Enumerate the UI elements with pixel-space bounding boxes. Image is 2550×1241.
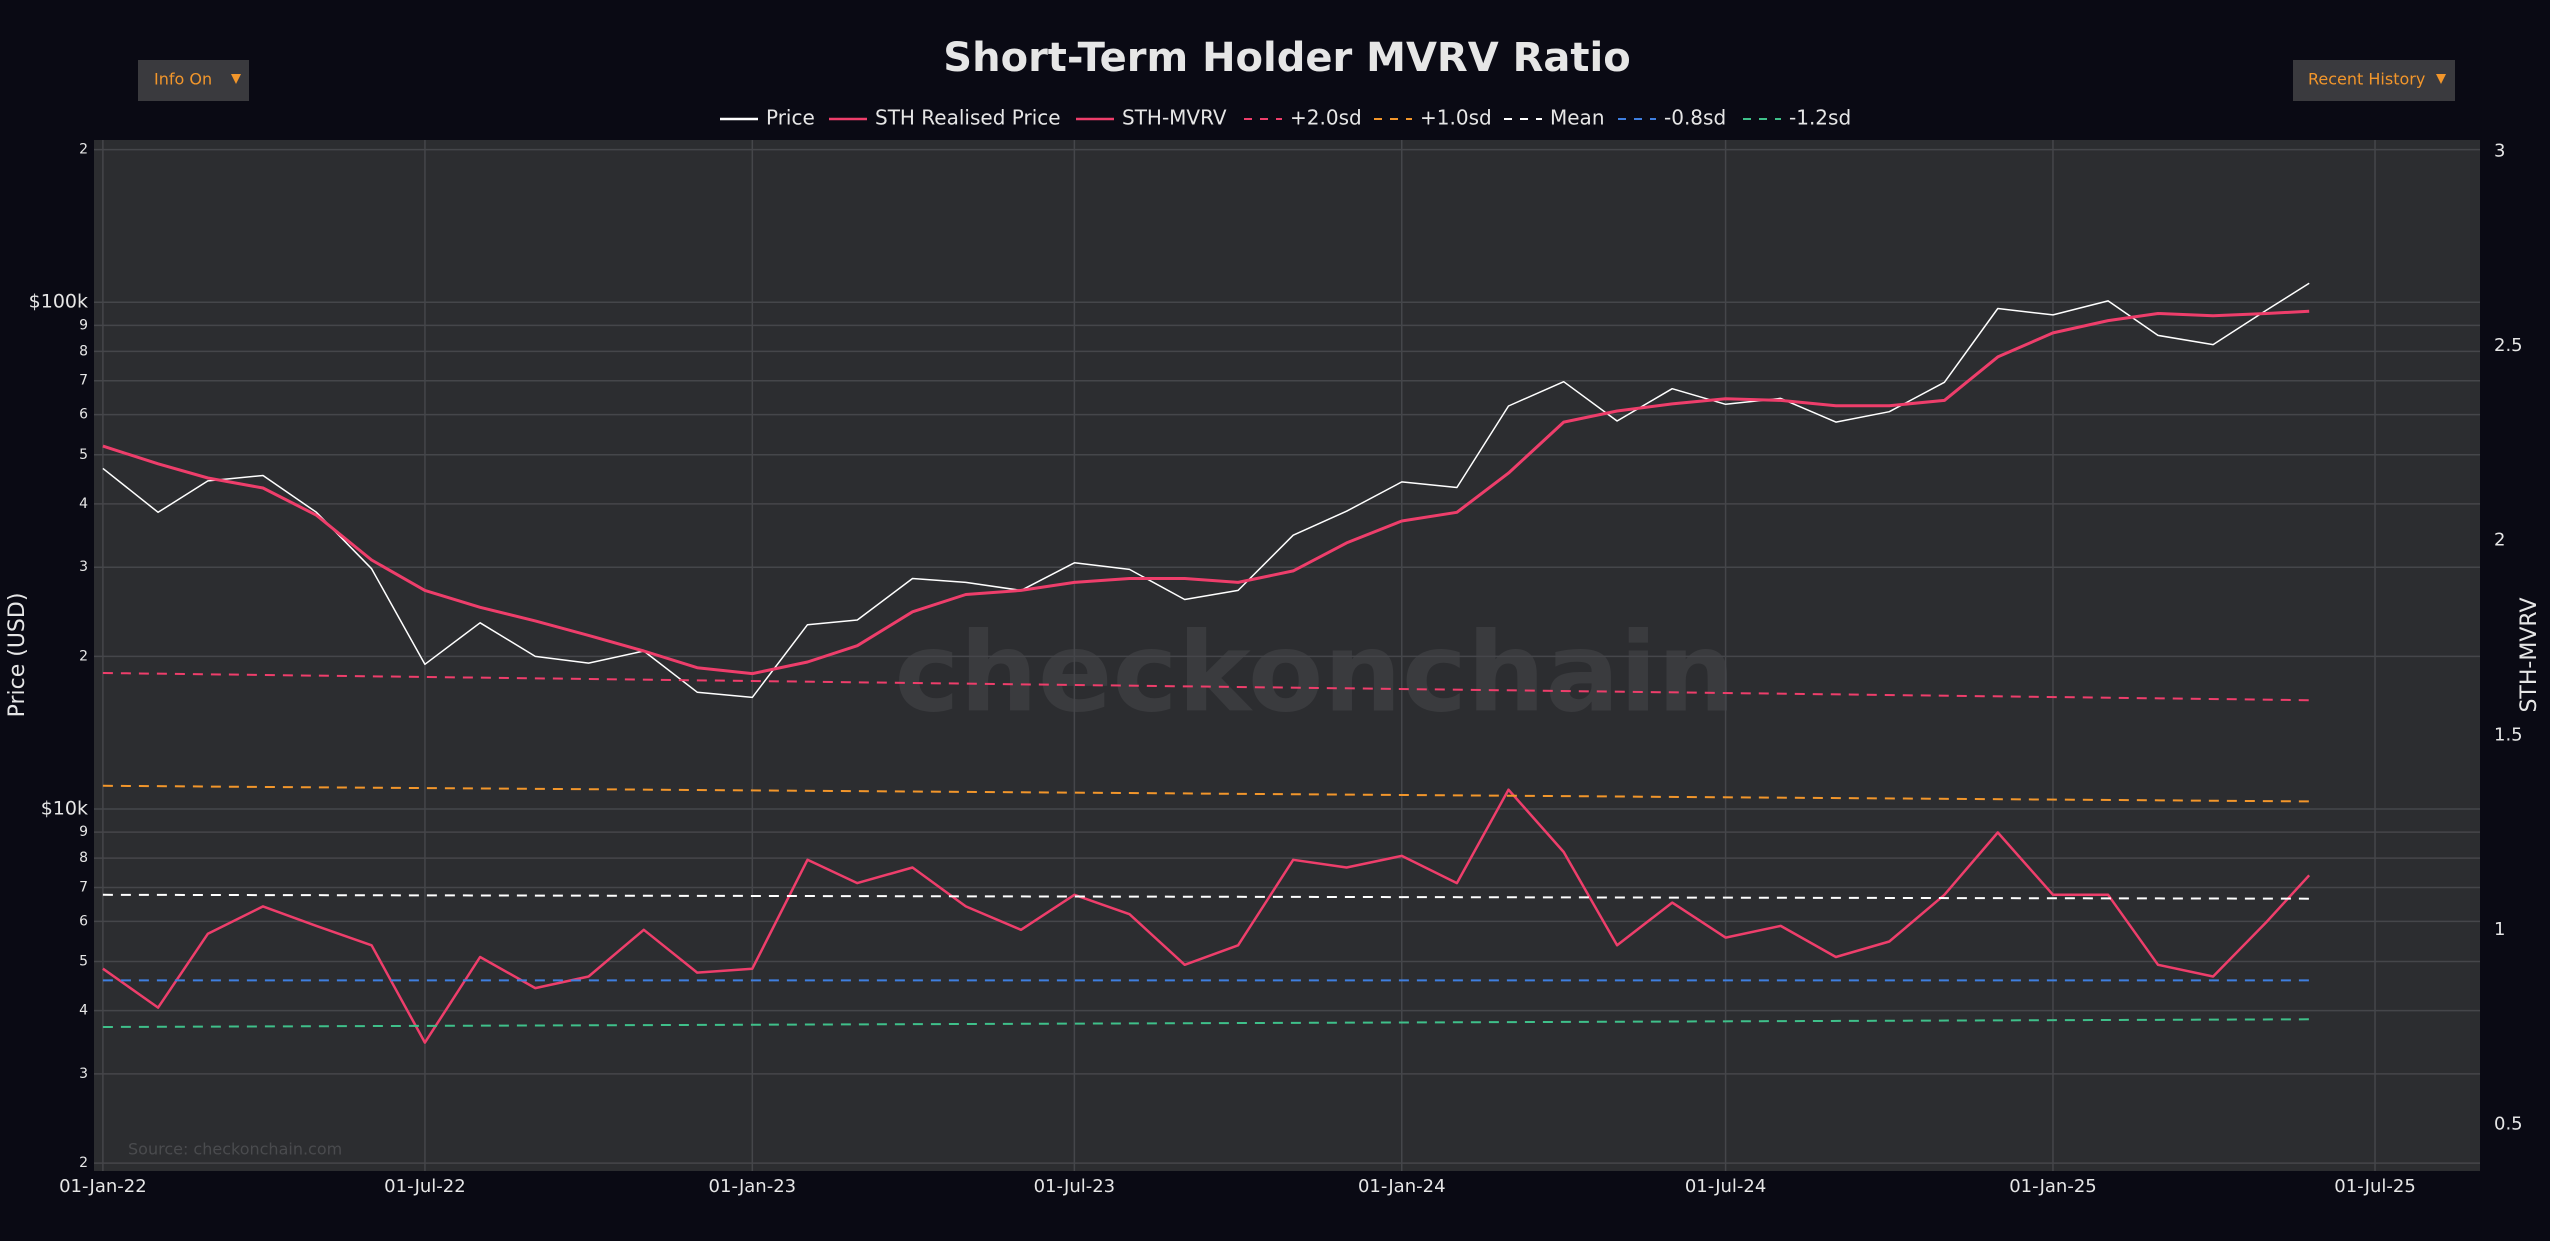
legend-label: -0.8sd [1664, 106, 1726, 130]
history-button[interactable]: Recent History [2293, 60, 2455, 101]
y2-tick-label: 2.5 [2494, 335, 2523, 356]
y2-tick-label: 1 [2494, 919, 2505, 940]
x-tick-label: 01-Jan-25 [2009, 1176, 2097, 1197]
button-bg[interactable] [2293, 60, 2455, 101]
x-tick-label: 01-Jan-22 [59, 1176, 147, 1197]
x-tick-label: 01-Jul-23 [1034, 1176, 1116, 1197]
info-button[interactable]: Info On [138, 60, 249, 101]
button-label[interactable]: Info On [154, 70, 212, 89]
y2-tick-label: 2 [2494, 530, 2505, 551]
legend-label: +1.0sd [1420, 106, 1492, 130]
x-tick-label: 01-Jul-25 [2334, 1176, 2416, 1197]
y-tick-label: 2 [79, 648, 88, 664]
y-tick-label: 9 [79, 317, 88, 333]
y-axis-title: Price (USD) [5, 593, 30, 718]
button-label[interactable]: Recent History [2308, 70, 2425, 89]
y-tick-label: 2 [79, 1155, 88, 1171]
x-tick-label: 01-Jan-24 [1358, 1176, 1446, 1197]
y-tick-label: 4 [79, 496, 88, 512]
y2-axis-title: STH-MVRV [2517, 597, 2542, 712]
plot-area [94, 140, 2480, 1171]
y-tick-label: 7 [79, 879, 88, 895]
y2-tick-label: 0.5 [2494, 1113, 2523, 1134]
y2-tick-label: 1.5 [2494, 724, 2523, 745]
legend-label: STH Realised Price [875, 106, 1061, 130]
legend-label: Mean [1550, 106, 1605, 130]
button-bg[interactable] [138, 60, 249, 101]
y-tick-label: 3 [79, 1066, 88, 1082]
series-line [102, 788, 2311, 1044]
x-tick-label: 01-Jul-24 [1685, 1176, 1767, 1197]
series-line [102, 784, 2310, 803]
series-line [102, 282, 2310, 699]
source: Source: checkonchain.com [128, 1140, 342, 1159]
dropdown-arrow[interactable] [2436, 74, 2446, 84]
dropdown-arrow[interactable] [231, 74, 241, 84]
y-tick-label: 3 [79, 559, 88, 575]
y-tick-label: 8 [79, 343, 88, 359]
series-line [102, 672, 2310, 702]
y-tick-label: 7 [79, 373, 88, 389]
y-tick-label: 6 [79, 913, 88, 929]
y-tick-label: 4 [79, 1003, 88, 1019]
chart-title: Short-Term Holder MVRV Ratio [943, 35, 1630, 81]
y-tick-label: 5 [79, 954, 88, 970]
y-tick-label: 9 [79, 824, 88, 840]
x-tick-label: 01-Jan-23 [709, 1176, 797, 1197]
legend-label: STH-MVRV [1122, 106, 1227, 130]
y-tick-label: 6 [79, 407, 88, 423]
series-line [102, 309, 2310, 676]
series-line [102, 1018, 2310, 1028]
y-tick-label: 2 [79, 142, 88, 158]
y-tick-label: $10k [41, 797, 88, 819]
series-line [102, 893, 2310, 900]
legend-label: -1.2sd [1789, 106, 1851, 130]
y-tick-label: 8 [79, 850, 88, 866]
y-tick-label: 5 [79, 447, 88, 463]
y2-tick-label: 3 [2494, 141, 2505, 162]
y-tick-label: $100k [29, 291, 88, 313]
legend-label: Price [766, 106, 815, 130]
x-tick-label: 01-Jul-22 [384, 1176, 466, 1197]
watermark: checkonchain [894, 608, 1735, 736]
legend-label: +2.0sd [1290, 106, 1362, 130]
